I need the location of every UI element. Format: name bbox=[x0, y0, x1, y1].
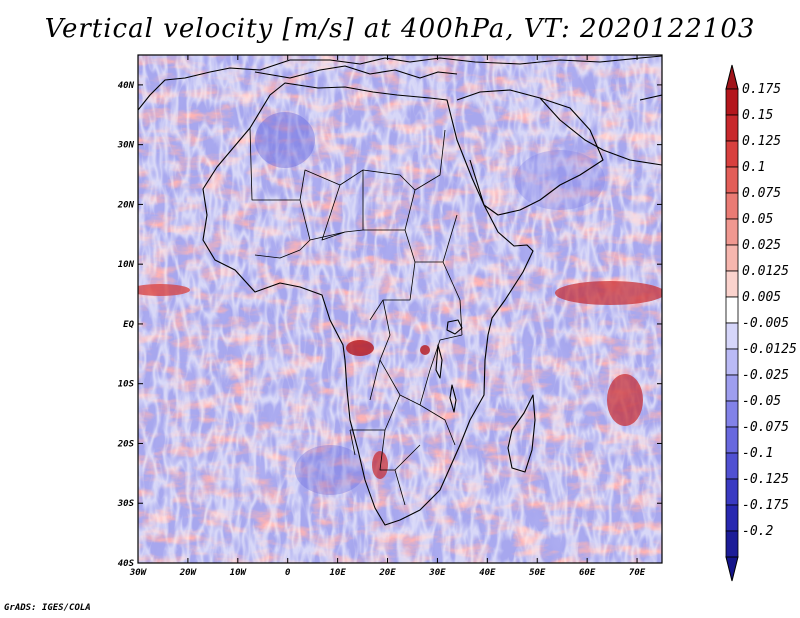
lon-tick-label: 30W bbox=[129, 568, 148, 578]
colorbar-label: 0.15 bbox=[742, 108, 773, 123]
mediterranean-north-shore bbox=[254, 65, 458, 79]
colorbar-label: 0.0125 bbox=[742, 264, 789, 279]
colorbar-label: 0.05 bbox=[742, 212, 773, 227]
lat-tick-label: EQ bbox=[123, 320, 134, 330]
colorbar-top-arrow bbox=[725, 64, 739, 90]
lon-tick-label: 30E bbox=[428, 568, 446, 578]
lon-tick-label: 10E bbox=[329, 568, 346, 578]
vertical-velocity-field bbox=[138, 55, 662, 563]
lon-tick-label: 60E bbox=[579, 568, 596, 578]
colorbar-swatch bbox=[725, 114, 739, 142]
colorbar-label: 0.005 bbox=[742, 290, 781, 305]
coastlines-and-borders bbox=[138, 55, 662, 526]
colorbar-label: -0.1 bbox=[742, 446, 773, 461]
lat-tick-label: 10N bbox=[118, 260, 135, 270]
lon-tick-label: 40E bbox=[479, 568, 496, 578]
colorbar-swatch bbox=[725, 504, 739, 532]
plot-area: 40N 30N 20N 10N EQ 10S 20S 30S 40S 30W 20W 10W 0 10E… bbox=[117, 54, 663, 578]
colorbar-label: -0.075 bbox=[742, 420, 789, 435]
national-borders bbox=[249, 127, 463, 506]
madagascar-east-ascent bbox=[607, 374, 643, 426]
colorbar-label: 0.025 bbox=[742, 238, 781, 253]
plot-frame bbox=[137, 54, 663, 564]
lat-tick-label: 30S bbox=[117, 499, 135, 509]
colorbar-label: -0.0125 bbox=[742, 342, 797, 357]
colorbar-swatch bbox=[725, 348, 739, 376]
lat-tick-label: 30N bbox=[117, 141, 135, 151]
colorbar-label: 0.125 bbox=[742, 134, 781, 149]
colorbar-label: 0.175 bbox=[742, 82, 781, 97]
arabian-peninsula-coastline bbox=[456, 89, 604, 216]
colorbar-swatch bbox=[725, 270, 739, 298]
colorbar-label: 0.075 bbox=[742, 186, 781, 201]
colorbar-label: -0.005 bbox=[742, 316, 789, 331]
colorbar-bottom-arrow bbox=[725, 556, 739, 582]
colorbar-swatch bbox=[725, 218, 739, 246]
colorbar-swatch bbox=[725, 140, 739, 168]
colorbar-label: -0.175 bbox=[742, 498, 789, 513]
rift-ascent bbox=[420, 345, 430, 355]
lon-tick-label: 70E bbox=[629, 568, 646, 578]
south-atlantic-descent bbox=[295, 445, 365, 495]
colorbar-swatch bbox=[725, 478, 739, 506]
sahara-descent bbox=[255, 112, 315, 168]
colorbar-swatch bbox=[725, 374, 739, 402]
colorbar-swatch bbox=[725, 166, 739, 194]
lake-victoria bbox=[446, 319, 463, 335]
lake-tanganyika bbox=[435, 344, 443, 379]
itcz-ascent-east bbox=[555, 281, 662, 305]
lon-tick-label: 10W bbox=[230, 568, 248, 578]
lat-tick-label: 20S bbox=[117, 439, 135, 449]
longitude-axis: 30W 20W 10W 0 10E 20E 30E 40E 50E 60E 70E bbox=[129, 55, 646, 578]
colorbar-swatch bbox=[725, 400, 739, 428]
colorbar-label: 0.1 bbox=[742, 160, 765, 175]
colorbar-swatch bbox=[725, 88, 739, 116]
colorbar-label: -0.025 bbox=[742, 368, 789, 383]
congo-ascent bbox=[346, 340, 374, 356]
lat-tick-label: 40S bbox=[118, 559, 135, 569]
colorbar-swatch bbox=[725, 426, 739, 454]
lat-tick-label: 20N bbox=[117, 200, 135, 210]
lon-tick-label: 0 bbox=[285, 568, 291, 578]
lat-tick-label: 40N bbox=[118, 81, 135, 91]
colorbar-swatch bbox=[725, 452, 739, 480]
colorbar-swatch bbox=[725, 192, 739, 220]
latitude-axis: 40N 30N 20N 10N EQ 10S 20S 30S 40S bbox=[117, 81, 662, 569]
lake-malawi bbox=[449, 384, 457, 413]
southern-africa-ascent bbox=[372, 451, 388, 479]
credit-text: GrADS: IGES/COLA bbox=[4, 603, 91, 613]
colorbar-label: -0.05 bbox=[742, 394, 781, 409]
colorbar-swatch bbox=[725, 530, 739, 558]
colorbar-label: -0.125 bbox=[742, 472, 789, 487]
arabian-sea-descent bbox=[515, 150, 605, 210]
colorbar-swatch bbox=[725, 322, 739, 350]
africa-coastline bbox=[202, 82, 534, 526]
colorbar-label: -0.2 bbox=[742, 524, 773, 539]
persian-gulf-coastline bbox=[539, 97, 662, 166]
lon-tick-label: 20W bbox=[179, 568, 198, 578]
india-coastline bbox=[639, 94, 662, 101]
madagascar-coastline bbox=[507, 394, 536, 473]
lat-tick-label: 10S bbox=[118, 380, 135, 390]
europe-coastline bbox=[138, 55, 662, 111]
colorbar-swatch bbox=[725, 296, 739, 324]
map-title: Vertical velocity [m/s] at 400hPa, VT: 2… bbox=[44, 14, 756, 44]
colorbar-swatch bbox=[725, 244, 739, 272]
itcz-ascent-west bbox=[138, 284, 190, 296]
colorbar: 0.175 0.15 0.125 0.1 0.075 0.05 0.025 0.0125 0.0… bbox=[725, 64, 797, 582]
lon-tick-label: 20E bbox=[378, 568, 396, 578]
lon-tick-label: 50E bbox=[529, 568, 546, 578]
